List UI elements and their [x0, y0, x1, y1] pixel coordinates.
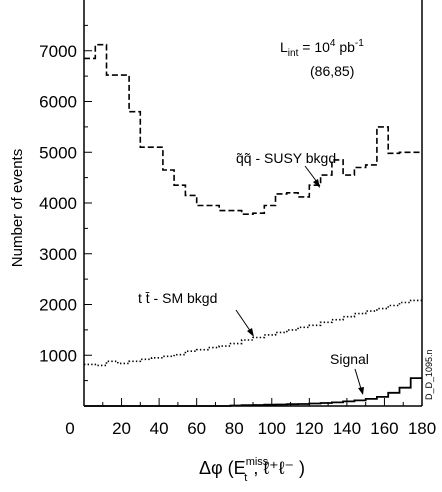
y-tick-label: 4000 [39, 194, 77, 213]
y-tick-label: 5000 [39, 143, 77, 162]
lumi-eq: = 10 [298, 39, 330, 55]
y-tick-label: 7000 [39, 42, 77, 61]
y-tick-label: 1000 [39, 346, 77, 365]
lumi-exp: 4 [330, 38, 336, 49]
x-axis-label-tail: , ℓ⁺ℓ⁻ ) [253, 458, 305, 478]
x-tick-label: 80 [225, 419, 244, 438]
series-layer [84, 43, 422, 407]
susy-series-label: q̃q̃ - SUSY bkgd [236, 150, 336, 166]
ttbar-series-label: t t̄ - SM bkgd [138, 290, 217, 306]
y-tick-label: 2000 [39, 296, 77, 315]
luminosity-annotation: Lint = 104 pb-1 [280, 38, 364, 59]
x-axis-label: Δφ (Emiss t , ℓ⁺ℓ⁻ ) [199, 456, 305, 484]
susy-series [84, 43, 422, 215]
x-tick-label: 60 [187, 419, 206, 438]
x-axis-label-sub: t [244, 472, 247, 484]
x-axis-label-sup: miss [246, 456, 269, 468]
x-tick-label: 160 [370, 419, 398, 438]
x-tick-label: 20 [112, 419, 131, 438]
figure-id: D_D_1095.n [424, 349, 434, 400]
x-axis-label-main: Δφ (E [199, 458, 246, 478]
x-tick-label: 0 [65, 419, 74, 438]
x-tick-label: 180 [408, 419, 436, 438]
susy-arrow-head [313, 179, 320, 188]
x-tick-label: 120 [295, 419, 323, 438]
x-tick-label: 40 [150, 419, 169, 438]
lumi-main: L [280, 39, 288, 55]
x-tick-label: 100 [258, 419, 286, 438]
signal-series-label: Signal [330, 351, 369, 367]
x-tick-label: 140 [333, 419, 361, 438]
ttbar-arrow-head [247, 328, 254, 337]
lumi-unit: pb [335, 39, 355, 55]
signal-series [84, 377, 422, 407]
ttbar-series [84, 299, 422, 367]
lumi-sub: int [288, 48, 299, 59]
signal-arrow-head [358, 387, 364, 395]
axes: 0 20 40 60 80 100 120 140 160 180 1000 2000 3000 4000… [39, 0, 436, 438]
y-tick-label: 3000 [39, 245, 77, 264]
mass-point-annotation: (86,85) [310, 63, 354, 79]
lumi-unit-exp: -1 [355, 38, 364, 49]
y-tick-label: 6000 [39, 93, 77, 112]
y-axis-label: Number of events [9, 149, 26, 267]
